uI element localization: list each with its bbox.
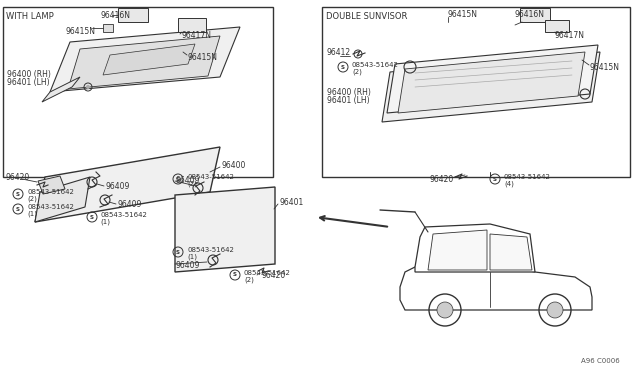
Text: 96415N: 96415N [187, 52, 217, 61]
Polygon shape [175, 187, 275, 272]
Text: 96409: 96409 [175, 176, 200, 185]
Text: WITH LAMP: WITH LAMP [6, 12, 54, 21]
Polygon shape [415, 224, 535, 272]
Text: 96416N: 96416N [100, 10, 130, 19]
Text: S: S [16, 192, 20, 196]
Text: 08543-51642: 08543-51642 [27, 189, 74, 195]
Text: 96412: 96412 [327, 48, 351, 57]
Bar [520, 8, 550, 22]
Text: S: S [233, 273, 237, 278]
Text: S: S [176, 250, 180, 254]
Polygon shape [103, 44, 195, 75]
Text: 96420: 96420 [5, 173, 29, 182]
Polygon shape [400, 264, 592, 310]
Bar [322, 7, 630, 177]
Text: (2): (2) [187, 181, 197, 187]
Text: (1): (1) [187, 254, 197, 260]
Text: 96409: 96409 [117, 199, 141, 208]
Text: 96400 (RH): 96400 (RH) [327, 87, 371, 96]
Circle shape [86, 85, 90, 89]
Text: 96409: 96409 [105, 182, 129, 190]
Polygon shape [50, 27, 240, 92]
Text: 96416N: 96416N [515, 10, 545, 19]
Polygon shape [35, 177, 90, 222]
Text: 08543-51642: 08543-51642 [244, 270, 291, 276]
Bar [3, 7, 273, 177]
Text: 96400: 96400 [222, 160, 246, 170]
Text: 96401 (LH): 96401 (LH) [7, 77, 50, 87]
Polygon shape [42, 77, 80, 102]
Circle shape [437, 302, 453, 318]
Text: 96415N: 96415N [65, 26, 95, 35]
Text: 96415N: 96415N [590, 62, 620, 71]
Text: (4): (4) [504, 181, 514, 187]
Bar [178, 18, 206, 32]
Text: 08543-51642: 08543-51642 [27, 204, 74, 210]
Text: (1): (1) [27, 211, 37, 217]
Text: S: S [16, 206, 20, 212]
Text: 96417N: 96417N [182, 31, 212, 39]
Text: A96 C0006: A96 C0006 [581, 358, 620, 364]
Text: S: S [176, 176, 180, 182]
Text: (2): (2) [27, 196, 37, 202]
Text: 96409: 96409 [175, 260, 200, 269]
Text: 96415N: 96415N [448, 10, 478, 19]
Text: 96400 (RH): 96400 (RH) [7, 70, 51, 78]
Polygon shape [398, 52, 585, 113]
Text: DOUBLE SUNVISOR: DOUBLE SUNVISOR [326, 12, 408, 21]
Bar [103, 24, 113, 32]
Polygon shape [68, 36, 220, 89]
Polygon shape [490, 234, 532, 270]
Polygon shape [382, 52, 600, 122]
Text: S: S [341, 64, 345, 70]
Polygon shape [35, 147, 220, 222]
Bar [118, 8, 148, 22]
Text: 08543-51642: 08543-51642 [504, 174, 551, 180]
Text: 08543-51642: 08543-51642 [187, 247, 234, 253]
Text: 96401: 96401 [280, 198, 304, 206]
Text: 96401 (LH): 96401 (LH) [327, 96, 370, 105]
Circle shape [547, 302, 563, 318]
Polygon shape [428, 230, 487, 270]
Text: S: S [493, 176, 497, 182]
Text: 08543-51642: 08543-51642 [187, 174, 234, 180]
Polygon shape [38, 176, 65, 194]
Text: (2): (2) [244, 277, 254, 283]
Polygon shape [387, 45, 598, 113]
Text: (1): (1) [100, 219, 110, 225]
Text: 96417N: 96417N [555, 31, 585, 39]
Text: 08543-51642: 08543-51642 [352, 62, 399, 68]
Text: 96420: 96420 [430, 174, 454, 183]
Text: 08543-51642: 08543-51642 [100, 212, 147, 218]
Text: S: S [90, 215, 94, 219]
Text: (2): (2) [352, 69, 362, 75]
Bar [545, 20, 569, 32]
Text: 96420: 96420 [262, 270, 286, 279]
